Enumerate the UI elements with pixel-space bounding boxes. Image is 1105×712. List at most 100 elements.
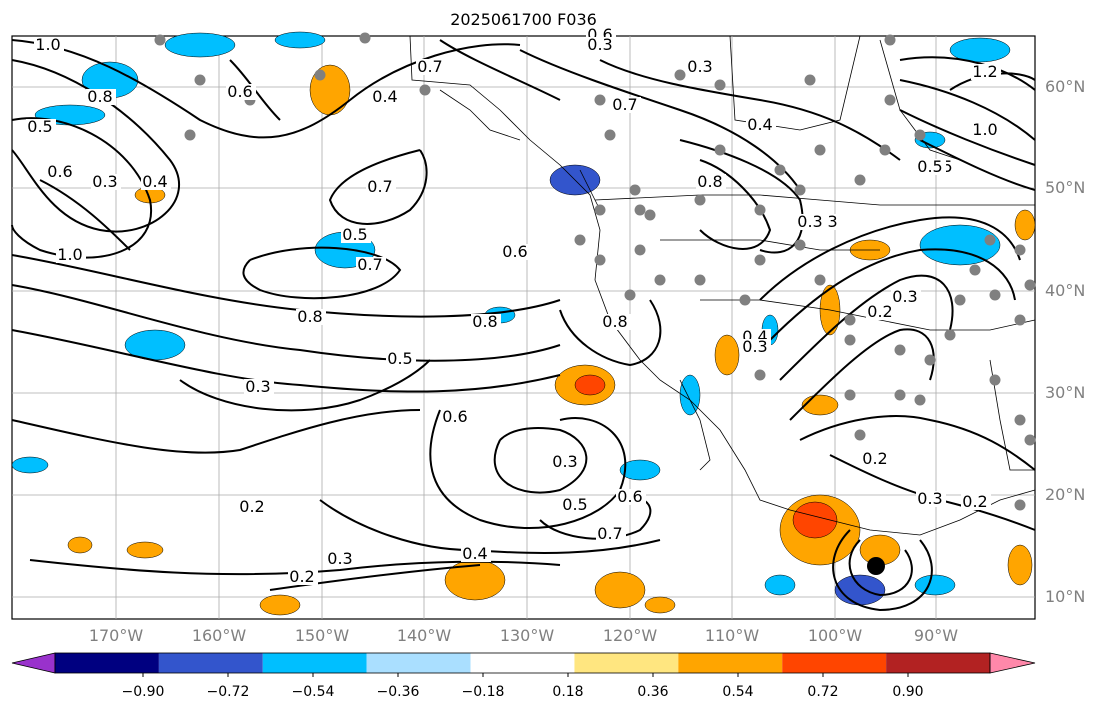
station-dot: [184, 129, 196, 141]
contour-label-bg: [244, 379, 274, 395]
station-dot: [1014, 414, 1026, 426]
contour-label-bg: [441, 409, 471, 425]
colorbar-segment: [574, 653, 679, 673]
contour-line: [769, 248, 1016, 341]
contour-line: [779, 274, 954, 381]
contour-line: [899, 56, 1036, 91]
contour-line: [29, 559, 561, 576]
station-dot: [814, 144, 826, 156]
coastline: [989, 359, 1035, 471]
contour-label-bg: [961, 494, 991, 510]
station-dot: [879, 144, 891, 156]
contour-line: [328, 149, 428, 225]
contour-label-bg: [341, 227, 371, 243]
contour-label: 0.3: [587, 35, 612, 54]
colorbar-tick-label: −0.18: [461, 684, 505, 700]
contour-label-bg: [501, 244, 531, 260]
contour-label: 0.4: [142, 172, 167, 191]
contour-line: [899, 79, 1036, 141]
anomaly-shade: [164, 32, 236, 58]
colorbar-tick-label: −0.72: [206, 684, 250, 700]
contour-line: [832, 529, 933, 612]
station-dot: [794, 239, 806, 251]
station-dot: [604, 129, 616, 141]
lat-label: 30°N: [1045, 383, 1086, 402]
anomaly-shade: [714, 334, 740, 376]
contour-label-bg: [356, 257, 386, 273]
contour-label-bg: [686, 59, 716, 75]
colorbar-segment: [678, 653, 783, 673]
colorbar-tick-label: −0.90: [121, 684, 165, 700]
station-dot: [1024, 279, 1036, 291]
contour-label: 0.6: [47, 162, 72, 181]
station-dot: [574, 234, 586, 246]
station-dot: [714, 79, 726, 91]
contour-label-bg: [86, 89, 116, 105]
anomaly-shade: [914, 574, 956, 596]
contour-label-bg: [551, 454, 581, 470]
contour-label-bg: [226, 84, 256, 100]
station-dot: [594, 204, 606, 216]
station-dot: [194, 74, 206, 86]
contour-label: 0.3: [552, 452, 577, 471]
station-dot: [884, 34, 896, 46]
coastlines: [409, 35, 1036, 536]
contour-label: 0.3: [327, 549, 352, 568]
contour-label-bg: [796, 214, 826, 230]
contour-label: 0.7: [612, 95, 637, 114]
anomaly-shade: [259, 594, 301, 616]
contour-line: [799, 415, 1036, 471]
contour-label: 0.3: [917, 489, 942, 508]
colorbar-segment: [470, 653, 575, 673]
station-dot: [694, 194, 706, 206]
contour-label-bg: [601, 314, 631, 330]
anomaly-shade: [919, 224, 1001, 266]
contour-label-bg: [971, 64, 1001, 80]
station-dot: [629, 184, 641, 196]
contour-label-bg: [891, 289, 921, 305]
station-dot: [654, 274, 666, 286]
station-dot: [924, 354, 936, 366]
contour-label-bg: [326, 551, 356, 567]
lon-label: 130°W: [499, 626, 555, 645]
contour-label: 0.6: [227, 82, 252, 101]
anomaly-shade: [67, 536, 93, 554]
contour-line: [179, 359, 431, 412]
contour-label: 0.8: [472, 312, 497, 331]
station-dot: [844, 334, 856, 346]
contour-label: 0.3: [797, 212, 822, 231]
station-dot: [914, 394, 926, 406]
anomaly-shade: [949, 37, 1011, 63]
contour-label: 0.2: [962, 492, 987, 511]
contour-label: 0.7: [357, 255, 382, 274]
station-dot: [594, 94, 606, 106]
colorbar-max-extension: [989, 652, 1036, 674]
contour-line: [11, 39, 521, 139]
coastline: [409, 35, 1036, 536]
contour-line: [559, 299, 662, 367]
contour-label-bg: [56, 247, 86, 263]
station-dot: [314, 69, 326, 81]
lon-label: 100°W: [807, 626, 863, 645]
lat-label: 60°N: [1045, 77, 1086, 96]
contour-label-bg: [296, 309, 326, 325]
lat-label: 40°N: [1045, 281, 1086, 300]
contour-label-bg: [91, 174, 121, 190]
station-dot: [594, 254, 606, 266]
contour-label: 0.4: [747, 115, 772, 134]
anomaly-shade: [834, 574, 886, 606]
contour-label: 0.4: [372, 87, 397, 106]
station-dot: [624, 289, 636, 301]
contour-label-bg: [141, 174, 171, 190]
station-dot: [854, 429, 866, 441]
lat-label: 50°N: [1045, 178, 1086, 197]
anomaly-shade: [574, 374, 606, 396]
station-dot: [754, 254, 766, 266]
coastline: [879, 39, 961, 161]
contour-label: 0.3: [245, 377, 270, 396]
station-dot: [359, 32, 371, 44]
contour-line: [848, 539, 913, 597]
contour-label-bg: [696, 174, 726, 190]
anomaly-shade: [274, 31, 326, 49]
